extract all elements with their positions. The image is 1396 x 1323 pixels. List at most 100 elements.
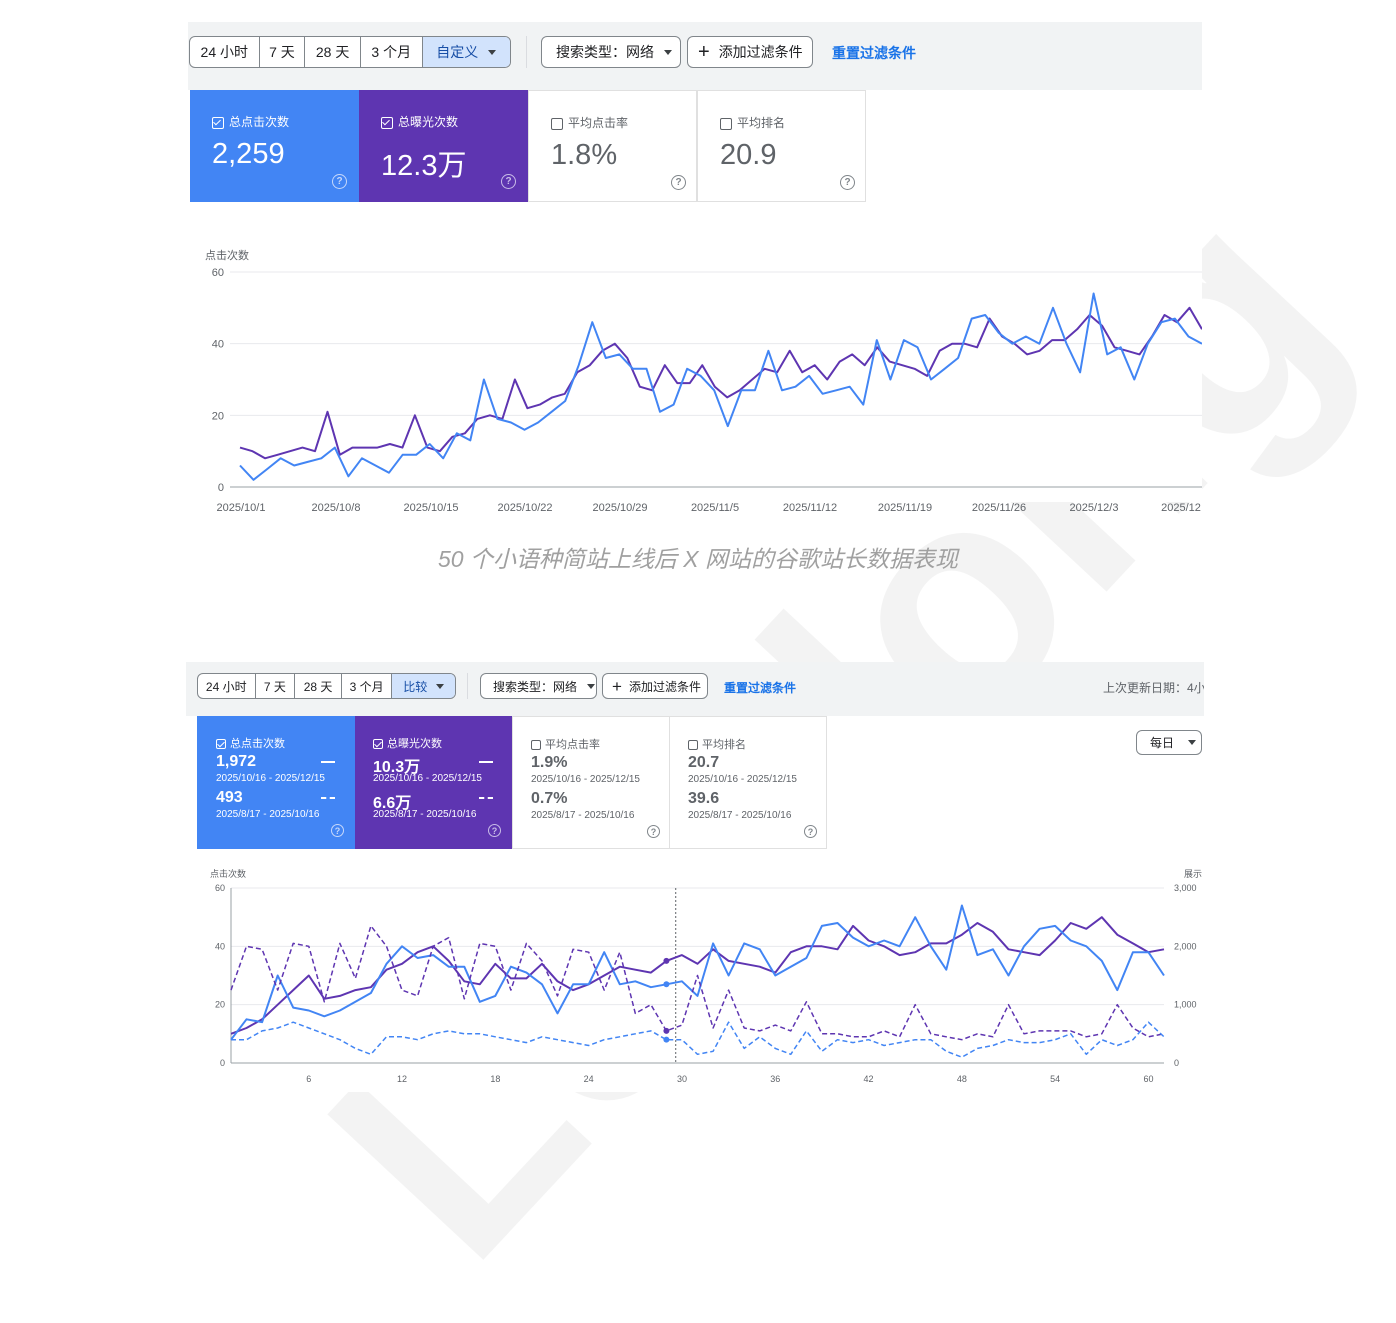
metric-range-current: 2025/10/16 - 2025/12/15 (531, 774, 640, 785)
metric-value-previous: 0.7% (531, 790, 568, 807)
metric-range-current: 2025/10/16 - 2025/12/15 (688, 774, 797, 785)
x-tick-label: 60 (1143, 1074, 1153, 1084)
metric-label: 平均点击率 (568, 116, 629, 130)
add-filter-button[interactable]: + 添加过滤条件 (602, 673, 708, 699)
range-compare[interactable]: 比较 (392, 674, 455, 698)
help-icon[interactable]: ? (331, 824, 344, 837)
metric-card-impressions[interactable]: 总曝光次数 12.3万 ? (359, 90, 528, 202)
metric-range-current: 2025/10/16 - 2025/12/15 (216, 773, 325, 784)
x-tick-label: 2025/10/1 (217, 502, 266, 514)
chevron-down-icon (1188, 740, 1197, 745)
y2-axis-title: 展示 (1184, 869, 1202, 879)
metric-value: 20.9 (720, 139, 777, 171)
metric-value-current: 20.7 (688, 754, 720, 771)
metric-label: 总点击次数 (230, 738, 285, 750)
plus-icon: + (698, 41, 710, 63)
x-tick-label: 2025/11/26 (972, 502, 1026, 514)
current-period-line (230, 904, 1165, 1041)
y2-tick-label: 1,000 (1174, 1000, 1197, 1010)
metric-card-ctr[interactable]: 平均点击率 1.9% 2025/10/16 - 2025/12/15 0.7% … (512, 716, 670, 849)
y-tick-label: 40 (212, 339, 224, 351)
metric-value-previous: 6.6万 (373, 795, 412, 812)
range-3m[interactable]: 3 个月 (342, 674, 393, 698)
performance-panel-1: 24 小时 7 天 28 天 3 个月 自定义 搜索类型：网络 + 添加过滤条件 … (188, 22, 1202, 514)
plus-icon: + (612, 676, 622, 696)
x-tick-label: 30 (677, 1074, 687, 1084)
range-7d[interactable]: 7 天 (260, 37, 306, 67)
range-28d[interactable]: 28 天 (295, 674, 342, 698)
add-filter-button[interactable]: + 添加过滤条件 (687, 36, 813, 68)
range-28d[interactable]: 28 天 (305, 37, 361, 67)
clicks-chart: 点击次数 0 20 40 60 2025/10/1 2025/10/8 2025/10/15 2… (205, 248, 1202, 514)
x-tick-label: 2025/10/22 (497, 502, 552, 514)
y-tick-label: 20 (212, 410, 224, 422)
toolbar-divider (467, 673, 468, 699)
solid-line-legend-icon (479, 761, 493, 763)
hover-point (663, 981, 670, 988)
checkbox-unchecked-icon (531, 740, 541, 751)
metric-card-ctr[interactable]: 平均点击率 1.8% ? (528, 90, 697, 202)
help-icon[interactable]: ? (488, 824, 501, 837)
range-custom-label: 自定义 (436, 44, 479, 60)
interval-dropdown[interactable]: 每日 (1136, 730, 1202, 755)
add-filter-label: 添加过滤条件 (718, 44, 803, 60)
metric-card-clicks[interactable]: 总点击次数 2,259 ? (190, 90, 359, 202)
help-icon[interactable]: ? (671, 175, 686, 190)
metric-value-previous: 39.6 (688, 790, 720, 807)
x-tick-label: 2025/11/12 (783, 502, 837, 514)
y-tick-label: 60 (215, 883, 225, 893)
help-icon[interactable]: ? (332, 174, 347, 189)
metric-label: 总曝光次数 (387, 738, 442, 750)
reset-filters-link[interactable]: 重置过滤条件 (832, 45, 916, 61)
checkbox-unchecked-icon (720, 117, 732, 130)
current-period-line (230, 916, 1165, 1035)
range-compare-label: 比较 (403, 679, 428, 694)
x-tick-label: 48 (957, 1074, 967, 1084)
search-type-dropdown[interactable]: 搜索类型：网络 (480, 673, 597, 699)
metric-range-previous: 2025/8/17 - 2025/10/16 (216, 809, 320, 820)
date-range-selector[interactable]: 24 小时 7 天 28 天 3 个月 自定义 (189, 36, 511, 68)
y-tick-label: 60 (212, 267, 224, 279)
metric-value-current: 1.9% (531, 754, 568, 771)
y-tick-label: 20 (215, 1000, 225, 1010)
range-7d[interactable]: 7 天 (256, 674, 296, 698)
figure-caption: 50 个小语种简站上线后 X 网站的谷歌站长数据表现 (437, 546, 959, 572)
metric-range-previous: 2025/8/17 - 2025/10/16 (688, 810, 792, 821)
x-tick-label: 2025/12 (1161, 502, 1201, 514)
metric-range-previous: 2025/8/17 - 2025/10/16 (373, 809, 477, 820)
chevron-down-icon (436, 683, 445, 689)
help-icon[interactable]: ? (840, 175, 855, 190)
x-tick-label: 2025/10/8 (312, 502, 361, 514)
checkbox-unchecked-icon (688, 740, 698, 751)
range-24h[interactable]: 24 小时 (198, 674, 256, 698)
y-tick-label: 0 (220, 1058, 225, 1068)
checkbox-checked-icon (212, 116, 224, 129)
search-type-dropdown[interactable]: 搜索类型：网络 (541, 36, 681, 68)
metric-label: 总点击次数 (229, 115, 290, 129)
help-icon[interactable]: ? (647, 825, 660, 838)
help-icon[interactable]: ? (804, 825, 817, 838)
chevron-down-icon (664, 49, 672, 55)
range-3m[interactable]: 3 个月 (361, 37, 423, 67)
range-custom[interactable]: 自定义 (422, 37, 510, 67)
metric-card-impressions[interactable]: 总曝光次数 10.3万 2025/10/16 - 2025/12/15 6.6万… (355, 716, 512, 849)
metric-card-position[interactable]: 平均排名 20.9 ? (697, 90, 866, 202)
metric-card-clicks[interactable]: 总点击次数 1,972 2025/10/16 - 2025/12/15 493 … (197, 716, 355, 849)
checkbox-checked-icon (381, 116, 393, 129)
previous-period-line (230, 925, 1165, 1041)
x-tick-label: 2025/11/5 (691, 502, 739, 514)
reset-filters-link[interactable]: 重置过滤条件 (724, 681, 797, 695)
previous-period-line (231, 1021, 1165, 1058)
date-range-selector[interactable]: 24 小时 7 天 28 天 3 个月 比较 (197, 673, 456, 699)
metric-value: 2,259 (212, 138, 285, 170)
checkbox-checked-icon (373, 739, 383, 750)
dashed-line-legend-icon (321, 797, 335, 799)
hover-point (663, 957, 670, 964)
performance-panel-2: 24 小时 7 天 28 天 3 个月 比较 搜索类型：网络 + 添加过滤条件 重… (186, 662, 1204, 1092)
compare-chart: 点击次数 展示 0 0 20 1,000 40 2,000 60 3,000 6 12 18 24 30 36… (210, 868, 1202, 1084)
metric-value-current: 10.3万 (373, 759, 421, 776)
range-24h[interactable]: 24 小时 (190, 37, 260, 67)
help-icon[interactable]: ? (501, 174, 516, 189)
metric-card-position[interactable]: 平均排名 20.7 2025/10/16 - 2025/12/15 39.6 2… (669, 716, 827, 849)
y2-tick-label: 3,000 (1174, 883, 1197, 893)
